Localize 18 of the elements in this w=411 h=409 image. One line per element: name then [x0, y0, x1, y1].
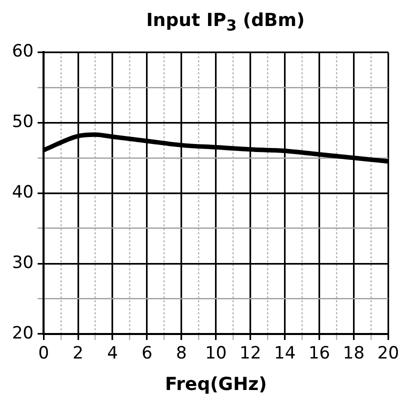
- x-tick-label: 20: [377, 344, 400, 364]
- chart-title: Input IP$_{3}$ (dBm): [145, 9, 306, 37]
- y-tick-label: 50: [12, 112, 34, 132]
- x-tick-label: 14: [274, 344, 296, 364]
- y-tick-label: 20: [12, 323, 34, 344]
- y-tick-label: 40: [12, 182, 34, 203]
- x-tick-label: 0: [38, 344, 50, 364]
- x-tick-label: 8: [176, 344, 187, 364]
- x-axis-title: Freq(GHz): [164, 374, 267, 395]
- x-tick-label: 4: [107, 344, 118, 364]
- y-tick-label: 30: [12, 252, 34, 273]
- x-tick-label: 6: [142, 344, 152, 364]
- x-tick-label: 10: [205, 344, 227, 364]
- x-tick-label: 16: [308, 344, 330, 364]
- x-tick-label: 18: [342, 344, 365, 364]
- x-tick-label: 2: [72, 344, 84, 364]
- x-tick-label: 12: [240, 344, 262, 364]
- y-tick-label: 60: [12, 42, 34, 62]
